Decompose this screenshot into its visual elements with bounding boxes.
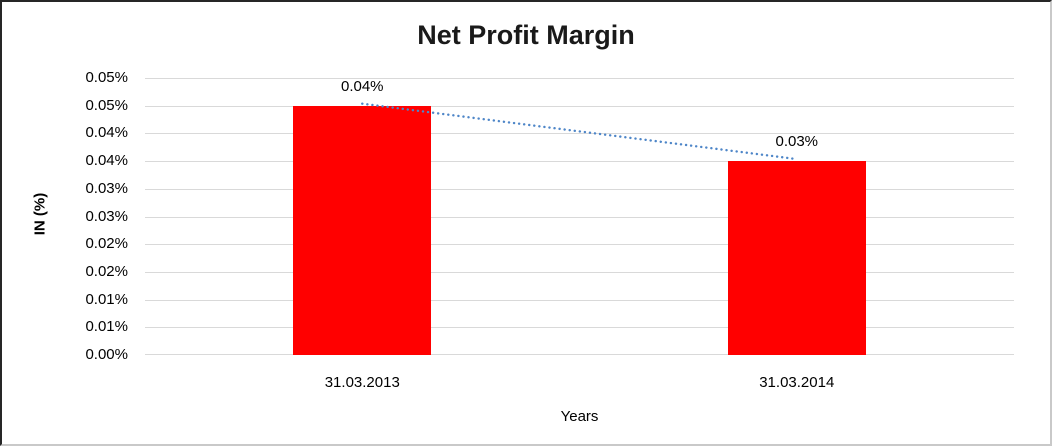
- y-tick-label: 0.04%: [85, 124, 128, 142]
- x-axis-title: Years: [560, 408, 599, 425]
- y-tick-label: 0.03%: [85, 179, 128, 197]
- gridline: [145, 354, 1014, 355]
- x-tick-label: 31.03.2014: [759, 374, 835, 391]
- gridline: [145, 161, 1014, 163]
- y-tick-label: 0.02%: [85, 262, 128, 280]
- y-tick-label: 0.01%: [85, 318, 128, 336]
- gridline: [145, 133, 1014, 135]
- chart-title: Net Profit Margin: [417, 20, 635, 50]
- x-tick-label: 31.03.2013: [324, 374, 400, 391]
- gridline: [145, 271, 1014, 273]
- bar-value-label: 0.03%: [775, 133, 819, 151]
- y-tick-label: 0.03%: [85, 207, 128, 225]
- gridline: [145, 327, 1014, 329]
- trendline: [361, 102, 798, 161]
- gridline: [145, 78, 1014, 79]
- y-tick-label: 0.00%: [85, 346, 128, 363]
- gridline: [145, 216, 1014, 218]
- y-tick-label: 0.02%: [85, 235, 128, 253]
- plot-area: 0.04% 0.03%: [145, 78, 1014, 355]
- bar: [727, 161, 866, 355]
- gridline: [145, 188, 1014, 190]
- y-tick-label: 0.01%: [85, 290, 128, 308]
- y-axis-ticks: 0.05% 0.05% 0.04% 0.04% 0.03% 0.03% 0.02% 0.02%…: [2, 69, 128, 363]
- y-tick-label: 0.05%: [85, 96, 128, 114]
- bar-value-label: 0.04%: [340, 77, 384, 95]
- bar: [293, 105, 432, 355]
- gridline: [145, 105, 1014, 107]
- gridline: [145, 244, 1014, 246]
- y-tick-label: 0.04%: [85, 152, 128, 170]
- y-tick-label: 0.05%: [85, 69, 128, 86]
- gridline: [145, 299, 1014, 301]
